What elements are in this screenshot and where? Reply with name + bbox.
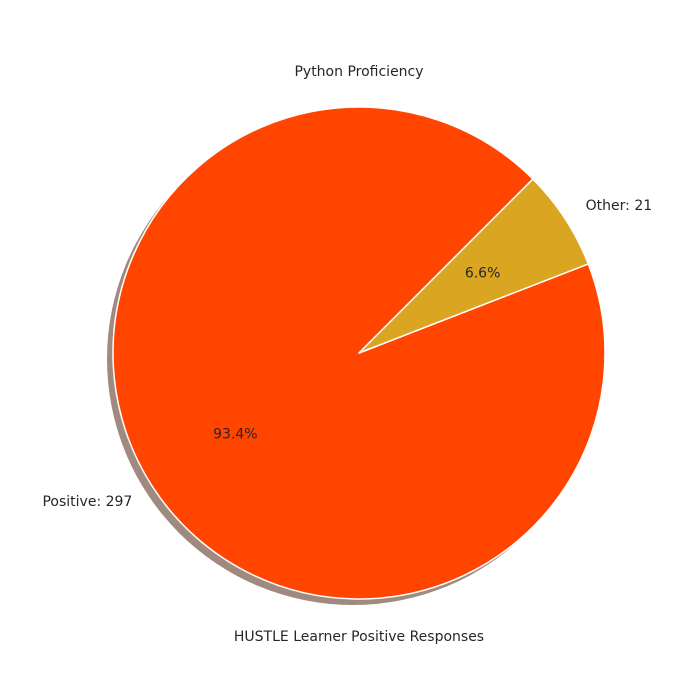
slice-percent-0: 93.4% xyxy=(213,427,257,443)
pie-labels: Positive: 297 93.4% Other: 21 6.6% xyxy=(42,198,652,510)
slice-percent-1: 6.6% xyxy=(465,265,501,281)
slice-label-0: Positive: 297 xyxy=(42,494,132,510)
slice-label-1: Other: 21 xyxy=(586,198,653,214)
pie-slices xyxy=(112,106,606,600)
pie-slice-1 xyxy=(358,178,590,354)
chart-title: Python Proficiency xyxy=(294,64,423,80)
x-axis-label: HUSTLE Learner Positive Responses xyxy=(234,629,484,645)
